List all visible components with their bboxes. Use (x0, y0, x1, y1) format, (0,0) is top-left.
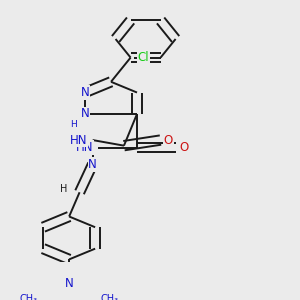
Text: H: H (60, 184, 68, 194)
Text: N: N (65, 277, 74, 290)
Text: H: H (70, 120, 76, 129)
Text: CH₃: CH₃ (100, 293, 119, 300)
Text: O: O (179, 141, 189, 154)
Text: HN: HN (76, 141, 94, 154)
Text: Cl: Cl (138, 51, 149, 64)
Text: N: N (88, 158, 97, 171)
Text: N: N (81, 107, 89, 121)
Text: CH₃: CH₃ (20, 293, 38, 300)
Text: O: O (164, 134, 173, 147)
Text: N: N (81, 86, 89, 99)
Text: HN: HN (70, 134, 87, 147)
